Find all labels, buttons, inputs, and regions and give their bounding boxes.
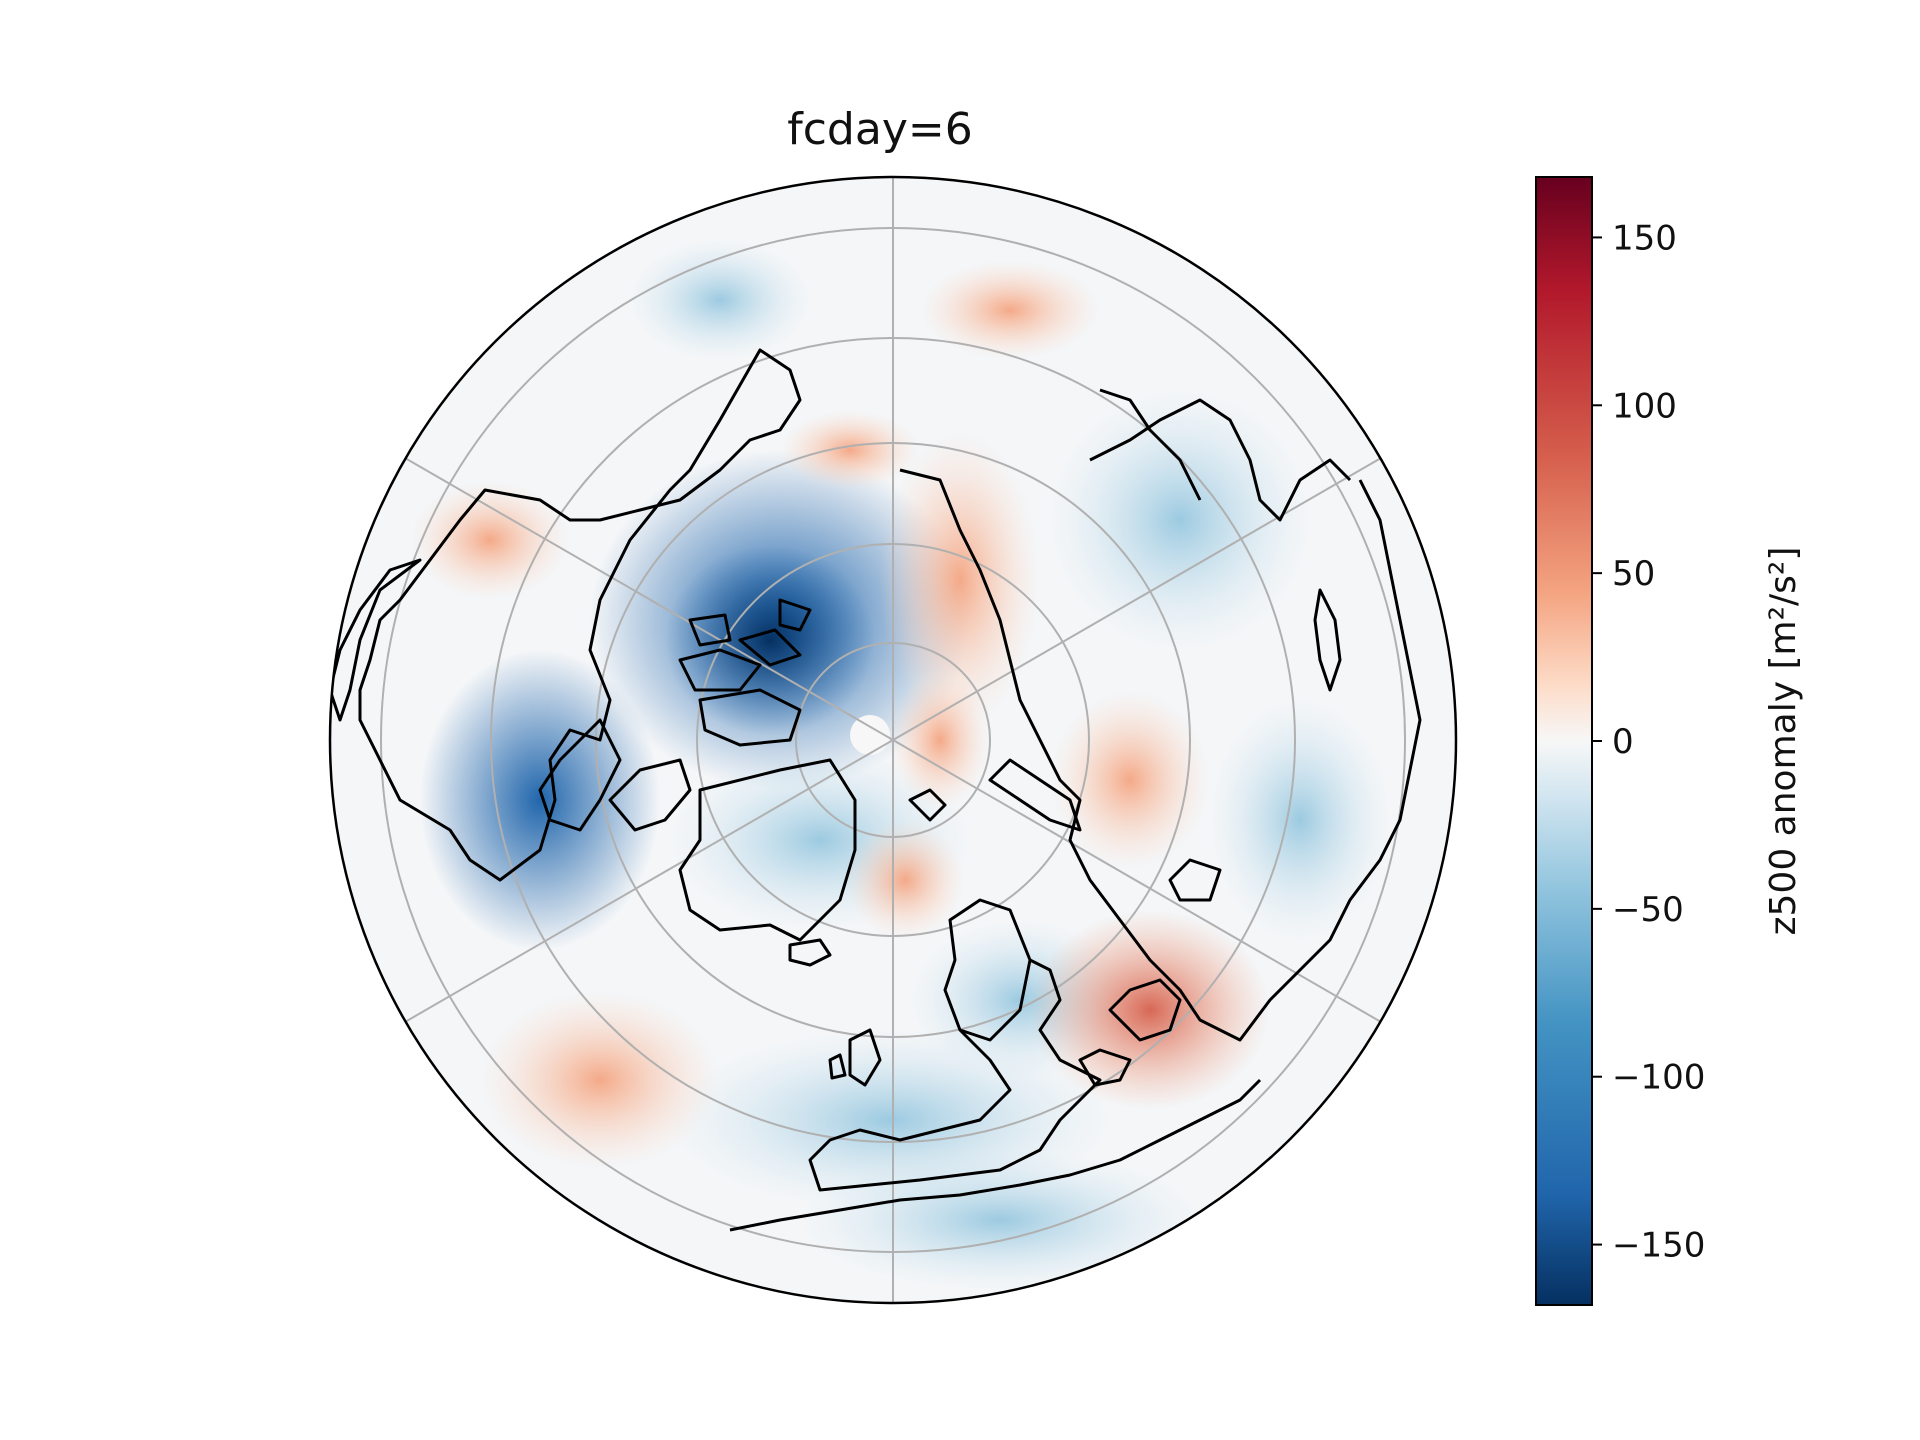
colorbar-ticks: 150 100 50 0 −50 −100 −150 [1592,218,1705,1266]
colorbar-tick-label: 0 [1612,722,1634,762]
colorbar-tick-label: −150 [1612,1226,1705,1266]
coastline-europe-mainland [808,958,1102,1192]
meridian-120-300 [404,457,1382,1023]
coastline-arabia [1168,858,1222,902]
coastline-british-isles [828,1028,882,1087]
coastline-greenland [678,758,857,942]
colorbar-tick-label: −50 [1612,890,1684,930]
colorbar-tick-label: 150 [1612,218,1677,258]
coastlines [330,348,1422,1232]
coastline-baffin-island [608,758,692,832]
colorbar: 150 100 50 0 −50 −100 −150 z500 anomaly [m²/s²… [1535,176,1804,1306]
coastline-hudson-bay [538,718,622,832]
coastline-asia-north [899,468,1422,1042]
coastline-iceland [788,938,832,967]
coastline-kamchatka [1099,388,1202,501]
colorbar-tick-label: 100 [1612,386,1677,426]
colorbar-label: z500 anomaly [m²/s²] [1763,547,1804,936]
coastline-novaya-zemlya [988,758,1082,832]
colorbar-gradient [1535,176,1593,1306]
coastline-black-sea [1078,1048,1132,1087]
coastline-north-america [358,348,802,882]
coastline-alaska [330,558,422,722]
coastline-ellesmere [698,688,802,747]
coastline-asia-east [1089,398,1352,522]
colorbar-tick-label: −100 [1612,1058,1705,1098]
coastline-scandinavia [943,898,1032,1042]
coastline-north-africa [729,1078,1262,1232]
coastline-japan [1313,588,1342,692]
coastline-caspian [1108,978,1182,1042]
colorbar-tick-label: 50 [1612,554,1655,594]
graticule [380,177,1406,1303]
map-boundary [328,175,1458,1305]
plot-title: fcday=6 [787,104,973,155]
coastline-svalbard [908,788,947,822]
coastline-arctic-islands [678,598,812,692]
